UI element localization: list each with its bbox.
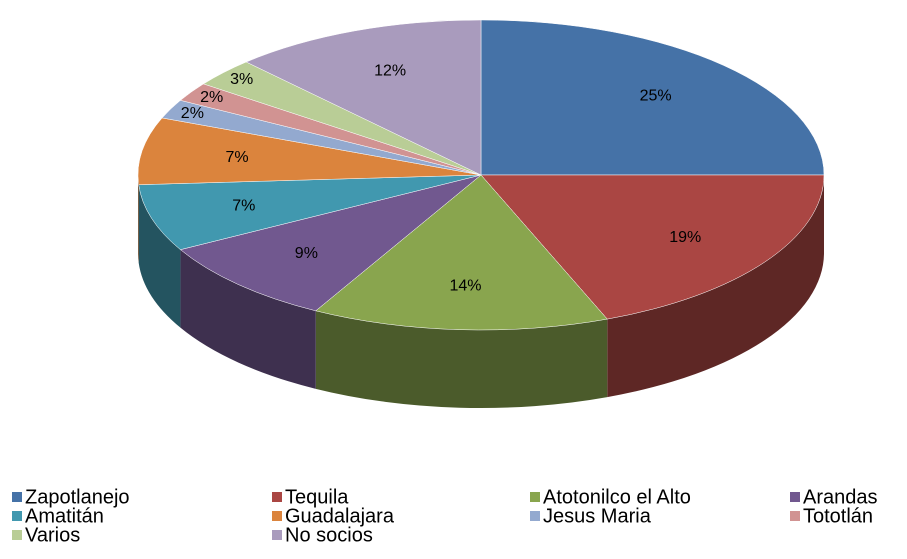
data-labels: 25% 19% 14% 9% 7% 7% 2%2% 3% 12% [181, 62, 701, 294]
data-label: 7% [232, 197, 255, 214]
data-label: 3% [230, 71, 253, 88]
legend-swatch [12, 511, 22, 521]
pie-slice [137, 117, 482, 185]
pie-tops [137, 19, 825, 331]
legend-swatch [272, 511, 282, 521]
data-label: 12% [374, 62, 406, 79]
pie-slice [480, 174, 825, 320]
legend-label: Amatitán [25, 505, 104, 527]
legend-swatch [530, 511, 540, 521]
data-label: 2% [181, 105, 204, 122]
pie-wall [607, 175, 824, 398]
legend-swatch [12, 530, 22, 540]
legend-label: Atotonilco el Alto [543, 486, 691, 508]
pie-wall [180, 249, 316, 389]
legend-label: Arandas [803, 486, 878, 508]
legend-swatch [272, 492, 282, 502]
data-label: 19% [669, 229, 701, 246]
legend-swatch [790, 492, 800, 502]
legend-swatch [790, 511, 800, 521]
legend-label: No socios [285, 524, 373, 546]
legend-label: Tequila [285, 486, 349, 508]
legend-swatch [530, 492, 540, 502]
legend-label: Guadalajara [285, 505, 395, 527]
pie-wall [138, 184, 181, 328]
pie-slice [315, 174, 608, 331]
legend-swatch [12, 492, 22, 502]
legend-label: Jesus Maria [543, 505, 652, 527]
pie-walls [138, 175, 824, 409]
pie-wall [315, 310, 608, 409]
data-label: 14% [449, 278, 481, 295]
pie-slice [179, 174, 482, 312]
data-label: 9% [295, 245, 318, 262]
pie-slice [480, 19, 825, 176]
legend-label: Varios [25, 524, 80, 546]
data-label: 25% [640, 87, 672, 104]
pie-wall [138, 175, 139, 263]
pie-slice [245, 19, 482, 176]
legend-swatch [272, 530, 282, 540]
legend-label: Zapotlanejo [25, 486, 130, 508]
data-label: 2% [200, 89, 223, 106]
pie-slice [138, 174, 482, 250]
legend-label: Tototlán [803, 505, 873, 527]
data-label: 7% [226, 149, 249, 166]
legend: Zapotlanejo Tequila Atotonilco el Alto Aran… [12, 486, 878, 546]
